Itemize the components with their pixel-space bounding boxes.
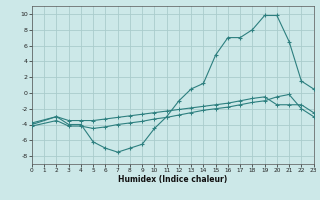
X-axis label: Humidex (Indice chaleur): Humidex (Indice chaleur)	[118, 175, 228, 184]
